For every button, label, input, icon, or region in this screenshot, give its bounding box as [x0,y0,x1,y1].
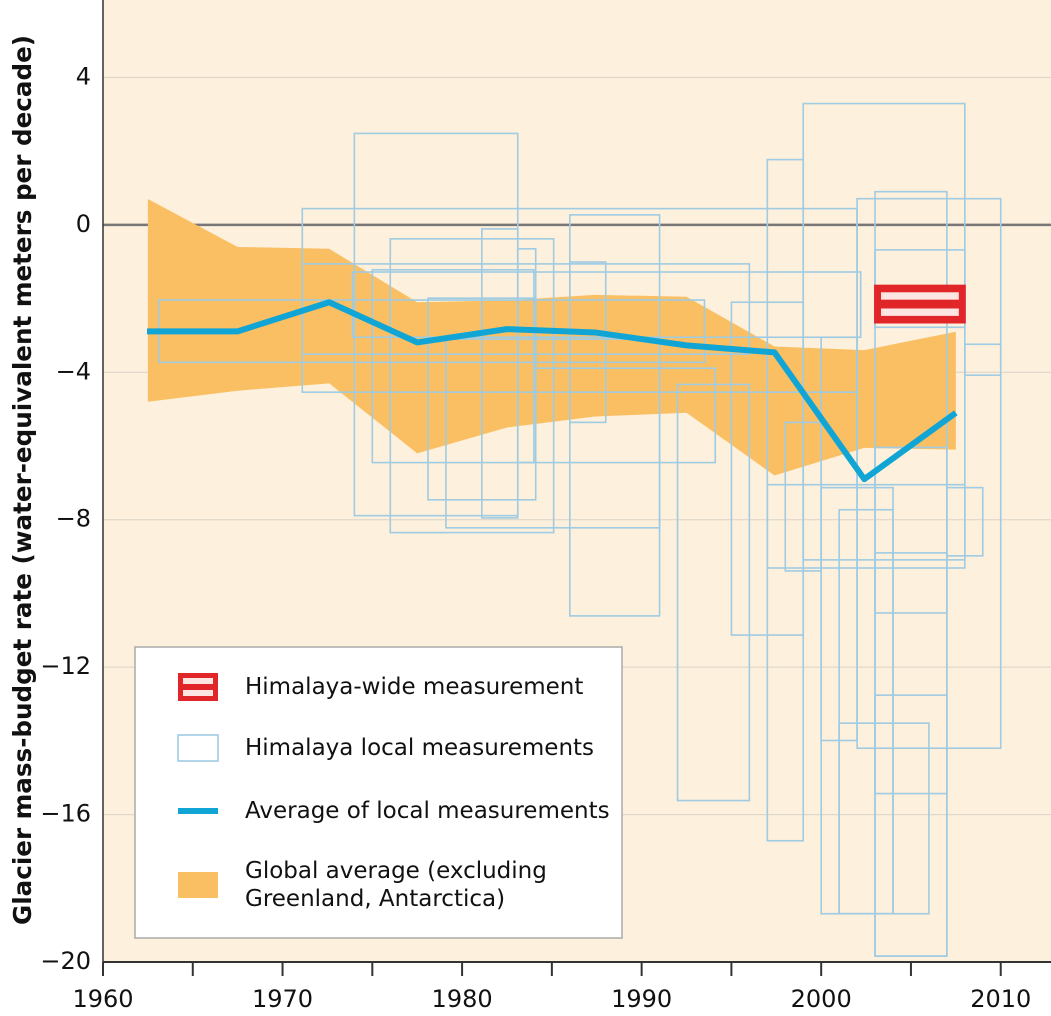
local-measurement-box [964,343,1002,377]
x-tick-label: 1970 [252,985,313,1013]
local-measurement-box [389,238,555,534]
y-tick-label: 0 [76,210,91,238]
local-measurement-box [676,383,751,802]
local-measurement-box [569,261,607,424]
local-measurement-box [516,247,537,464]
x-tick-label: 2010 [970,985,1031,1013]
local-measurement-box [838,722,930,915]
legend-icon [178,673,218,701]
local-measurement-box [351,271,862,339]
himalaya-wide-range [874,284,966,324]
y-axis-label: Glacier mass-budget rate (water-equivale… [8,35,37,925]
local-measurement-box [371,269,535,464]
local-measurement-box [802,102,966,561]
y-tick-label: −16 [40,800,91,828]
legend-label: Himalaya-wide measurement [245,674,584,700]
y-tick-label: −20 [40,947,91,975]
legend-icon-highlight [183,690,213,696]
legend-icon [178,872,218,898]
x-tick-label: 2000 [791,985,852,1013]
local-measurement-box [874,694,948,795]
average-line [146,299,958,483]
range-highlight [881,308,959,316]
local-measurement-box [766,483,966,569]
y-tick-label: −12 [40,652,91,680]
legend-label: Global average (excluding Greenland, Ant… [245,858,547,912]
legend-label: Himalaya local measurements [245,735,595,761]
legend-icon-highlight [183,678,213,684]
local-measurement-box [534,367,717,464]
legend-icon [177,734,219,762]
y-tick-label: −4 [56,357,91,385]
x-tick-label: 1960 [72,985,133,1013]
x-tick-label: 1980 [432,985,493,1013]
range-highlight [881,292,959,300]
y-tick-label: 4 [76,62,91,90]
x-tick-label: 1990 [611,985,672,1013]
legend-label: Average of local measurements [245,798,610,824]
y-tick-label: −8 [56,505,91,533]
